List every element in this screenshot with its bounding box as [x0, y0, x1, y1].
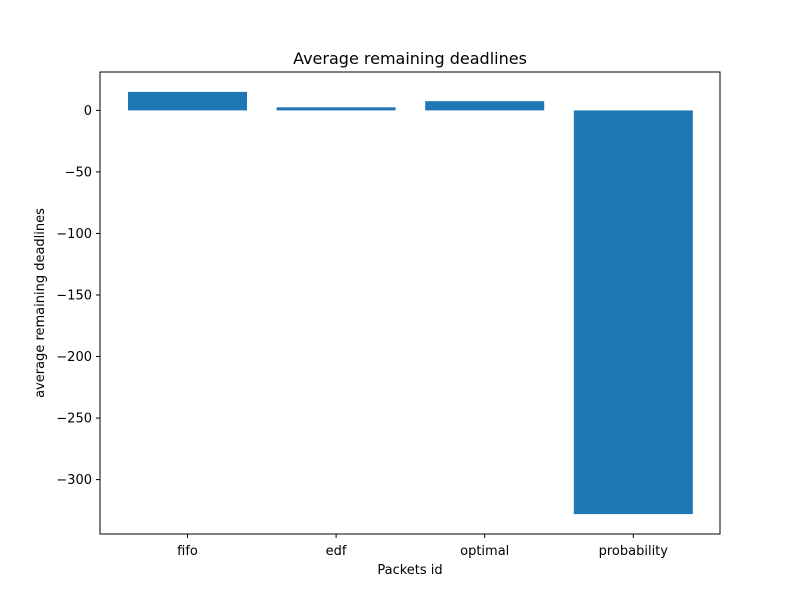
- x-axis-label: Packets id: [377, 563, 442, 578]
- bars-layer: [128, 91, 693, 515]
- y-tick-label: −300: [56, 473, 92, 488]
- y-tick-label: −250: [56, 412, 92, 427]
- y-tick-label: −100: [56, 227, 92, 242]
- x-tick-label-probability: probability: [599, 544, 669, 559]
- y-tick-label: 0: [84, 104, 92, 119]
- y-axis-label: average remaining deadlines: [33, 208, 48, 398]
- y-tick-label: −200: [56, 350, 92, 365]
- bar-edf: [276, 107, 396, 111]
- y-tick-label: −150: [56, 289, 92, 304]
- bar-probability: [573, 110, 693, 515]
- y-tick-label: −50: [65, 165, 92, 180]
- x-axis-ticks: fifo edf optimal probability: [177, 534, 668, 559]
- y-axis-ticks: 0 −50 −100 −150 −200 −250 −300: [56, 104, 100, 488]
- chart-title: Average remaining deadlines: [293, 49, 527, 68]
- plot-frame: [99, 71, 721, 535]
- x-tick-label-fifo: fifo: [177, 544, 198, 559]
- x-tick-label-edf: edf: [326, 544, 347, 559]
- x-tick-label-optimal: optimal: [460, 544, 509, 559]
- bar-optimal: [425, 101, 545, 111]
- bar-fifo: [128, 91, 247, 111]
